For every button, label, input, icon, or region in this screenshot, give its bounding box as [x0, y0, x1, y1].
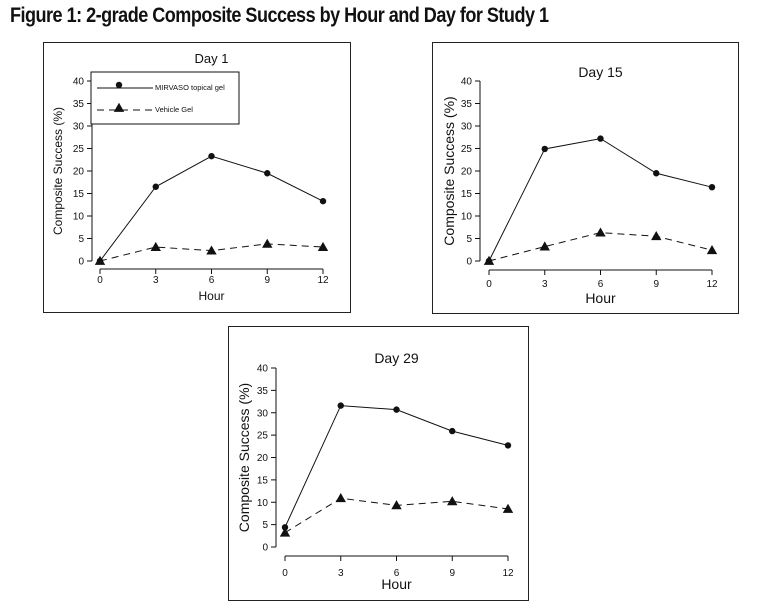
series-mirvaso-point [541, 145, 548, 153]
y-axis-label: Composite Success (%) [441, 96, 457, 245]
series-mirvaso-point [337, 402, 344, 409]
series-vehicle-point [335, 493, 346, 503]
chart-day-1: Day 1 0 5 10 15 20 25 30 35 40 0 3 6 9 12 Hour Composite… [51, 51, 329, 303]
x-tick-label: 12 [317, 275, 329, 286]
y-axis-label: Composite Success (%) [236, 383, 252, 532]
y-tick-label: 0 [78, 257, 84, 268]
chart-day-29: Day 29 0 5 10 15 20 25 30 35 40 0 3 6 9 12 Hour Composit… [236, 350, 514, 592]
x-tick-label: 6 [394, 568, 400, 579]
series-mirvaso-point [708, 184, 716, 191]
series-vehicle-point [262, 238, 273, 248]
x-tick-label: 0 [282, 568, 288, 579]
y-tick-label: 35 [257, 386, 269, 397]
y-tick-label: 25 [461, 144, 473, 155]
series-vehicle-point [651, 231, 662, 241]
legend: MIRVASO topical gel Vehicle Gel [90, 71, 240, 125]
chart-panel-day-1: Day 1 0 5 10 15 20 25 30 35 40 0 3 6 9 12 Hour Composite… [43, 42, 351, 313]
y-tick-label: 30 [461, 122, 473, 133]
series-mirvaso-point [504, 442, 512, 449]
y-tick-label: 15 [73, 189, 85, 200]
y-tick-label: 5 [262, 520, 268, 531]
y-tick-label: 15 [461, 189, 473, 200]
series-vehicle-point [317, 241, 329, 251]
x-axis-label: Hour [585, 290, 616, 306]
x-tick-label: 0 [97, 275, 103, 286]
y-tick-label: 20 [257, 453, 269, 464]
x-tick-label: 6 [598, 279, 604, 290]
x-axis-label: Hour [198, 289, 224, 303]
series-vehicle-point [279, 527, 291, 537]
y-tick-label: 35 [73, 99, 85, 110]
y-tick-label: 10 [257, 498, 269, 509]
series-mirvaso-point [449, 427, 456, 435]
series-mirvaso-line [488, 138, 713, 262]
x-tick-label: 9 [264, 275, 270, 286]
y-tick-label: 20 [73, 167, 85, 178]
legend-marker [113, 102, 125, 112]
chart-title: Day 29 [374, 350, 419, 366]
series-vehicle-point [150, 241, 161, 251]
x-tick-label: 9 [653, 279, 659, 290]
series-vehicle-line [488, 232, 713, 262]
y-tick-label: 20 [461, 167, 473, 178]
series-vehicle-point [595, 227, 606, 237]
x-tick-label: 12 [502, 568, 514, 579]
series-vehicle-point [539, 241, 550, 251]
y-tick-label: 25 [73, 144, 85, 155]
series-vehicle-point [706, 245, 718, 255]
series-mirvaso-point [152, 183, 159, 190]
series-vehicle-point [483, 255, 495, 265]
y-tick-label: 15 [257, 475, 269, 486]
y-tick-label: 0 [466, 257, 472, 268]
series-vehicle-point [502, 503, 514, 513]
series-vehicle-point [391, 500, 402, 510]
series-vehicle-point [94, 255, 106, 265]
x-tick-label: 3 [542, 279, 548, 290]
x-tick-label: 3 [338, 568, 344, 579]
series-mirvaso-point [393, 406, 400, 413]
series-mirvaso-point [597, 135, 604, 142]
series-mirvaso-point [281, 524, 289, 531]
y-axis-label: Composite Success (%) [51, 107, 65, 235]
series-mirvaso-point [653, 170, 660, 177]
series-mirvaso-line [99, 155, 324, 262]
figure-title: Figure 1: 2-grade Composite Success by H… [10, 4, 549, 27]
series-mirvaso-point [208, 152, 215, 160]
chart-day-15: Day 15 0 5 10 15 20 25 30 35 40 0 3 6 9 12 Hour Composit… [441, 64, 718, 306]
chart-title: Day 1 [195, 51, 229, 66]
chart-title: Day 15 [578, 64, 623, 80]
x-tick-label: 9 [449, 568, 455, 579]
y-tick-label: 35 [461, 99, 473, 110]
y-tick-label: 40 [461, 77, 473, 88]
legend-box [90, 71, 240, 125]
series-vehicle-point [206, 245, 217, 255]
legend-label: MIRVASO topical gel [155, 83, 225, 92]
series-vehicle-point [447, 496, 458, 506]
y-tick-label: 30 [73, 122, 85, 133]
series-mirvaso-point [264, 170, 271, 177]
y-tick-label: 40 [73, 77, 85, 88]
x-tick-label: 12 [706, 279, 718, 290]
y-tick-label: 10 [461, 212, 473, 223]
y-tick-label: 5 [78, 234, 84, 245]
y-tick-label: 40 [257, 364, 269, 375]
legend-marker [115, 81, 123, 89]
y-tick-label: 0 [262, 543, 268, 554]
chart-panel-day-29: Day 29 0 5 10 15 20 25 30 35 40 0 3 6 9 12 Hour Composit… [228, 326, 529, 601]
chart-panel-day-15: Day 15 0 5 10 15 20 25 30 35 40 0 3 6 9 12 Hour Composit… [432, 42, 739, 314]
x-tick-label: 3 [153, 275, 159, 286]
y-tick-label: 5 [466, 234, 472, 245]
y-tick-label: 10 [73, 212, 85, 223]
legend-label: Vehicle Gel [155, 105, 193, 114]
y-tick-label: 25 [257, 431, 269, 442]
series-mirvaso-point [319, 197, 327, 205]
x-tick-label: 0 [486, 279, 492, 290]
x-tick-label: 6 [209, 275, 215, 286]
x-axis-label: Hour [381, 576, 412, 592]
y-tick-label: 30 [257, 408, 269, 419]
